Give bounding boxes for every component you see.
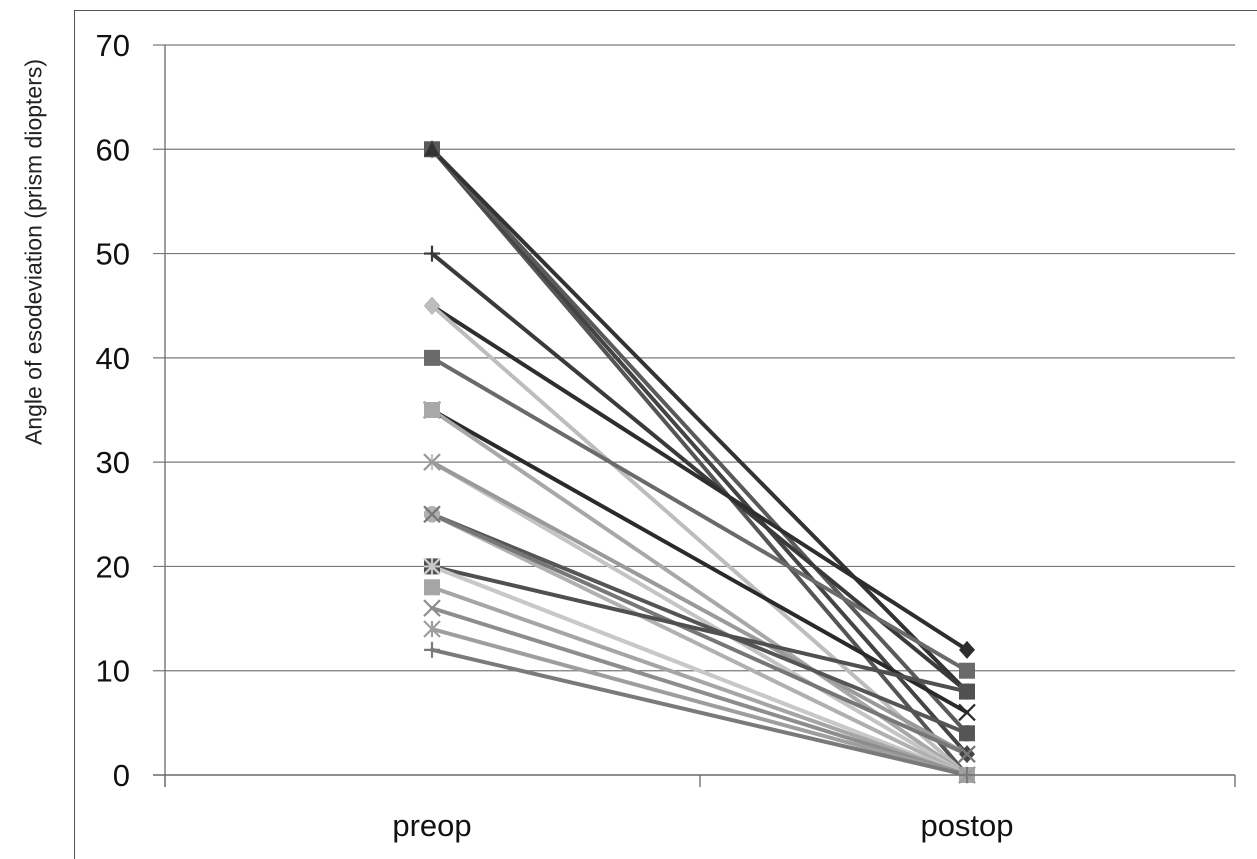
series-line — [430, 355, 969, 673]
chart-frame — [74, 10, 1257, 859]
series-line — [430, 408, 969, 715]
series-line — [430, 512, 969, 777]
data-point — [423, 453, 441, 471]
x-tick-label: preop — [392, 808, 471, 843]
data-point — [958, 703, 976, 722]
y-tick-label: 20 — [96, 549, 130, 584]
data-point — [424, 141, 440, 157]
data-point — [423, 620, 441, 638]
x-tick-label: postop — [920, 808, 1013, 843]
data-point — [959, 683, 975, 700]
axes — [153, 45, 1236, 787]
series-markers — [423, 140, 976, 784]
data-point — [424, 296, 440, 315]
data-point — [423, 505, 441, 524]
data-point — [424, 402, 440, 418]
series-line — [430, 564, 969, 694]
series-line — [430, 585, 969, 777]
series-line — [430, 460, 969, 757]
y-axis-title: Angle of esodeviation (prism diopters) — [20, 58, 47, 446]
data-point — [424, 558, 440, 575]
data-point — [423, 599, 441, 617]
series-line — [430, 460, 969, 777]
gridlines — [153, 44, 1235, 672]
y-tick-label: 50 — [96, 237, 130, 272]
series-line — [430, 303, 969, 652]
data-point — [959, 662, 975, 679]
data-point — [424, 579, 440, 596]
series-lines — [430, 147, 969, 777]
series-line — [430, 303, 969, 777]
series-line — [430, 512, 969, 736]
y-tick-label: 70 — [96, 28, 130, 63]
series-line — [430, 627, 969, 777]
y-tick-label: 60 — [96, 132, 130, 167]
y-tick-label: 10 — [96, 654, 130, 689]
series-line — [430, 147, 969, 736]
tick-labels: 0 10 20 30 40 50 60 70 preop postop — [96, 28, 1014, 843]
data-point — [959, 640, 975, 659]
data-point — [959, 725, 975, 742]
series-line — [430, 147, 969, 757]
data-point — [959, 767, 975, 783]
series-line — [430, 606, 969, 777]
data-point — [424, 245, 440, 262]
y-tick-label: 0 — [113, 758, 130, 793]
data-point — [424, 641, 440, 658]
y-tick-label: 40 — [96, 341, 130, 376]
data-point — [958, 745, 976, 763]
y-tick-label: 30 — [96, 445, 130, 480]
data-point — [424, 349, 440, 366]
series-line — [430, 512, 969, 757]
series-line — [430, 147, 969, 694]
series-line — [430, 564, 969, 777]
series-line — [430, 647, 969, 777]
